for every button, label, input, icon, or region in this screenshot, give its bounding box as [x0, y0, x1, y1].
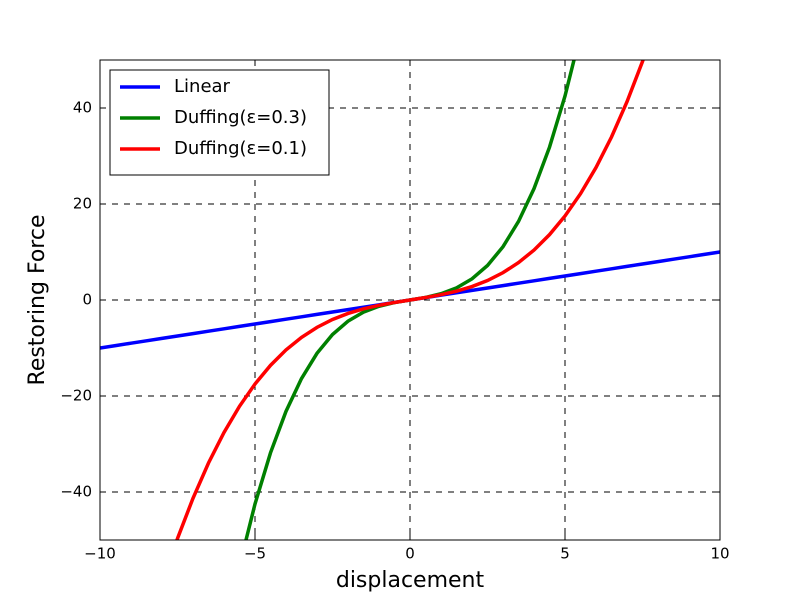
- legend-label: Linear: [174, 76, 231, 97]
- x-axis-label: displacement: [336, 568, 485, 593]
- x-tick-label: 10: [710, 545, 729, 563]
- y-axis-label: Restoring Force: [25, 215, 50, 386]
- y-tick-label: −40: [60, 483, 92, 501]
- x-tick-label: −10: [84, 545, 116, 563]
- x-tick-label: 0: [405, 545, 415, 563]
- plot-frame: [99, 59, 721, 541]
- legend-label: Duffing(ε=0.1): [174, 138, 307, 159]
- legend: Linear Duffing(ε=0.3) Duffing(ε=0.1): [109, 69, 330, 176]
- y-tick-label: 0: [82, 291, 92, 309]
- x-tick-label: 5: [560, 545, 570, 563]
- x-tick-label: −5: [244, 545, 266, 563]
- y-tick-label: 20: [73, 195, 92, 213]
- y-tick-label: −20: [60, 387, 92, 405]
- series-line: [175, 60, 645, 540]
- y-tick-label: 40: [73, 99, 92, 117]
- legend-label: Duffing(ε=0.3): [174, 107, 307, 128]
